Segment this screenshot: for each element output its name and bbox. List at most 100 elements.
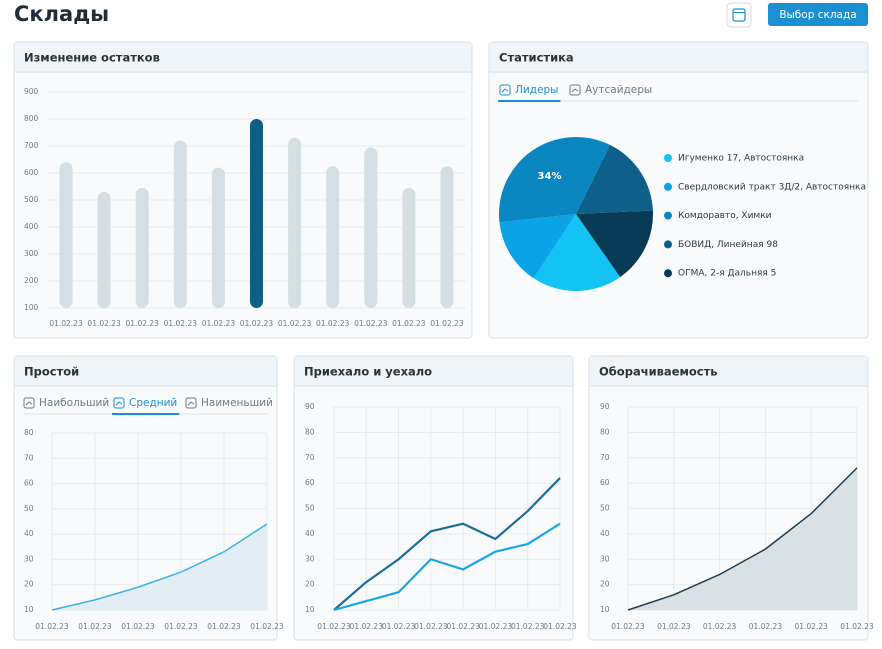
y-tick-label: 900 <box>24 87 39 96</box>
bar <box>173 140 187 308</box>
panel <box>293 355 574 641</box>
pie-slice <box>499 137 610 223</box>
y-tick-label: 60 <box>305 478 315 487</box>
x-tick-label: 01.02.23 <box>164 622 198 631</box>
tab[interactable]: Наибольший <box>39 397 109 409</box>
y-tick-label: 10 <box>305 605 315 614</box>
x-tick-label: 01.02.23 <box>49 319 83 328</box>
x-tick-label: 01.02.23 <box>202 319 236 328</box>
y-tick-label: 10 <box>24 605 34 614</box>
x-tick-label: 01.02.23 <box>250 622 284 631</box>
bar <box>211 167 225 308</box>
x-tick-label: 01.02.23 <box>350 622 384 631</box>
button-label[interactable]: Выбор склада <box>779 9 856 21</box>
button-bg[interactable] <box>768 3 868 26</box>
tab-icon[interactable] <box>23 397 35 409</box>
y-tick-label: 60 <box>600 478 610 487</box>
panel-title: Изменение остатков <box>24 51 160 65</box>
legend-label: БОВИД, Линейная 98 <box>678 240 778 250</box>
panel-title: Простой <box>24 365 79 379</box>
tab-icon-glyph[interactable] <box>501 88 509 93</box>
y-tick-label: 40 <box>600 529 610 538</box>
x-tick-label: 01.02.23 <box>794 622 828 631</box>
x-tick-label: 01.02.23 <box>430 319 464 328</box>
x-tick-label: 01.02.23 <box>479 622 513 631</box>
bar <box>135 187 149 308</box>
tab[interactable]: Аутсайдеры <box>585 84 652 96</box>
y-tick-label: 100 <box>24 303 39 312</box>
panel-header <box>589 356 868 386</box>
y-tick-label: 70 <box>600 453 610 462</box>
tab-icon-glyph[interactable] <box>187 401 195 406</box>
panel-title: Статистика <box>499 51 574 65</box>
tab-icon-glyph[interactable] <box>115 401 123 406</box>
x-tick-label: 01.02.23 <box>414 622 448 631</box>
calendar-button[interactable] <box>726 2 752 28</box>
legend-label: Игуменко 17, Автостоянка <box>678 154 804 164</box>
y-tick-label: 50 <box>600 504 610 513</box>
y-tick-label: 20 <box>24 580 34 589</box>
tab-icon[interactable] <box>569 84 581 96</box>
pie-slice <box>499 214 576 279</box>
y-tick-label: 40 <box>305 529 315 538</box>
y-tick-label: 30 <box>600 554 610 563</box>
x-tick-label: 01.02.23 <box>126 319 160 328</box>
x-tick-label: 01.02.23 <box>78 622 112 631</box>
pie-slice <box>533 214 621 292</box>
calendar-icon[interactable] <box>732 8 746 22</box>
panel-header <box>14 42 472 72</box>
area <box>52 524 267 610</box>
bar <box>402 187 416 308</box>
tab-icon-glyph[interactable] <box>571 88 579 93</box>
y-tick-label: 200 <box>24 276 39 285</box>
legend-label: ОГМА, 2-я Дальняя 5 <box>678 269 776 279</box>
y-tick-label: 700 <box>24 141 39 150</box>
y-tick-label: 20 <box>600 580 610 589</box>
select-warehouse-button[interactable]: Выбор склада <box>768 3 868 26</box>
legend-label: Комдоравто, Химки <box>678 211 772 221</box>
tab[interactable]: Наименьший <box>201 397 273 409</box>
y-tick-label: 70 <box>305 453 315 462</box>
line <box>333 522 561 612</box>
x-tick-label: 01.02.23 <box>35 622 69 631</box>
calendar-frame[interactable] <box>726 2 752 28</box>
y-tick-label: 70 <box>24 453 34 462</box>
y-tick-label: 400 <box>24 222 39 231</box>
y-tick-label: 800 <box>24 114 39 123</box>
x-tick-label: 01.02.23 <box>121 622 155 631</box>
area <box>628 467 857 610</box>
tab-icon[interactable] <box>499 84 511 96</box>
y-tick-label: 300 <box>24 249 39 258</box>
pie-slice <box>576 210 653 278</box>
x-tick-label: 01.02.23 <box>446 622 480 631</box>
page-title: Склады <box>14 2 109 26</box>
legend-swatch <box>664 211 672 220</box>
y-tick-label: 600 <box>24 168 39 177</box>
x-tick-label: 01.02.23 <box>392 319 426 328</box>
tab-icon[interactable] <box>113 397 125 409</box>
panel <box>13 41 473 339</box>
y-tick-label: 40 <box>24 529 34 538</box>
legend-swatch <box>664 154 672 162</box>
legend-swatch <box>664 240 672 249</box>
y-tick-label: 20 <box>305 580 315 589</box>
bar <box>440 166 454 308</box>
tab-icon[interactable] <box>185 397 197 409</box>
tab[interactable]: Лидеры <box>515 84 558 96</box>
x-tick-label: 01.02.23 <box>354 319 388 328</box>
y-tick-label: 80 <box>305 427 315 436</box>
x-tick-label: 01.02.23 <box>278 319 312 328</box>
panel-title: Оборачиваемость <box>599 365 718 379</box>
y-tick-label: 90 <box>600 402 610 411</box>
y-tick-label: 60 <box>24 479 34 488</box>
y-tick-label: 30 <box>305 554 315 563</box>
tab[interactable]: Средний <box>129 397 177 409</box>
x-tick-label: 01.02.23 <box>611 622 645 631</box>
tab-icon-glyph[interactable] <box>25 401 33 406</box>
legend-swatch <box>664 269 672 278</box>
y-tick-label: 500 <box>24 195 39 204</box>
panel-header <box>294 356 573 386</box>
panel-header <box>14 356 277 386</box>
bar <box>326 166 340 308</box>
bar <box>288 137 302 308</box>
